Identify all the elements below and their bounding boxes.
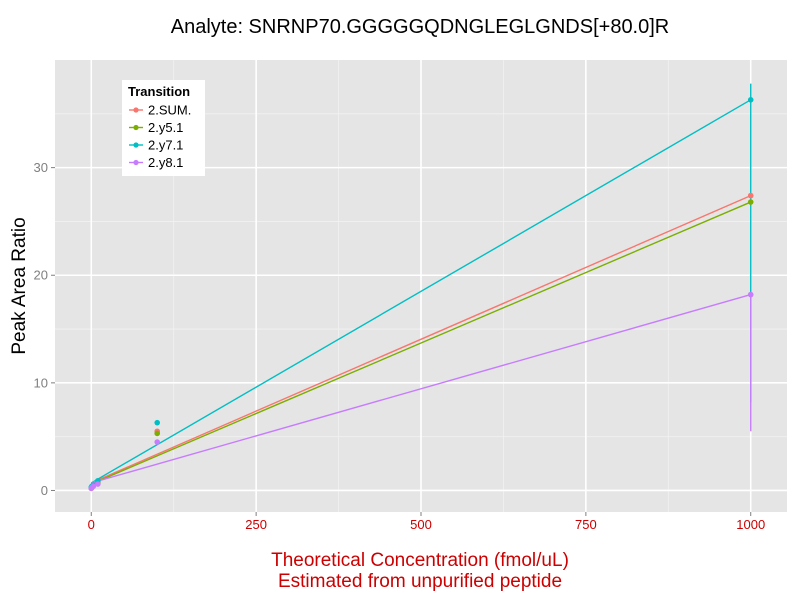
data-point bbox=[747, 291, 754, 298]
chart-title: Analyte: SNRNP70.GGGGGQDNGLEGLGNDS[+80.0… bbox=[171, 16, 670, 38]
x-tick-label: 1000 bbox=[736, 517, 765, 532]
fit-line bbox=[90, 99, 752, 484]
fit-line bbox=[90, 201, 752, 485]
data-point bbox=[154, 419, 161, 426]
x-tick-label: 750 bbox=[575, 517, 597, 532]
data-point bbox=[747, 192, 754, 199]
legend: Transition 2.SUM. 2.y5.1 2.y7.1 2.y8.1 bbox=[122, 80, 205, 176]
legend-label: 2.y5.1 bbox=[148, 120, 183, 135]
x-tick-label: 0 bbox=[88, 517, 95, 532]
data-point bbox=[90, 483, 97, 489]
data-point bbox=[95, 481, 101, 487]
legend-key-point bbox=[133, 107, 139, 113]
x-tick-label: 250 bbox=[245, 517, 267, 532]
data-points bbox=[88, 97, 754, 492]
major-gridlines bbox=[55, 60, 787, 512]
fit-lines bbox=[90, 99, 752, 485]
legend-label: 2.y8.1 bbox=[148, 155, 183, 170]
y-tick-label: 30 bbox=[34, 160, 48, 175]
legend-label: 2.y7.1 bbox=[148, 138, 183, 153]
y-axis-title: Peak Area Ratio bbox=[9, 217, 30, 354]
legend-title: Transition bbox=[128, 84, 190, 99]
data-point bbox=[747, 97, 754, 103]
legend-key-point bbox=[133, 124, 139, 131]
data-point bbox=[154, 430, 161, 437]
x-axis-title-line2: Estimated from unpurified peptide bbox=[278, 571, 562, 592]
x-axis-title-line1: Theoretical Concentration (fmol/uL) bbox=[271, 550, 569, 571]
y-tick-label: 10 bbox=[34, 375, 48, 390]
fit-line bbox=[91, 293, 751, 484]
y-tick-label: 0 bbox=[41, 483, 48, 498]
legend-key-point bbox=[133, 159, 139, 166]
legend-label: 2.SUM. bbox=[148, 103, 191, 118]
x-axis-ticks: 0 250 500 750 1000 bbox=[88, 512, 765, 532]
data-point bbox=[154, 439, 161, 445]
y-axis-ticks: 0 10 20 30 bbox=[34, 160, 55, 498]
x-tick-label: 500 bbox=[410, 517, 432, 532]
fit-line bbox=[90, 194, 752, 484]
legend-key-point bbox=[133, 142, 139, 148]
data-point bbox=[747, 199, 754, 205]
y-tick-label: 20 bbox=[34, 268, 48, 283]
